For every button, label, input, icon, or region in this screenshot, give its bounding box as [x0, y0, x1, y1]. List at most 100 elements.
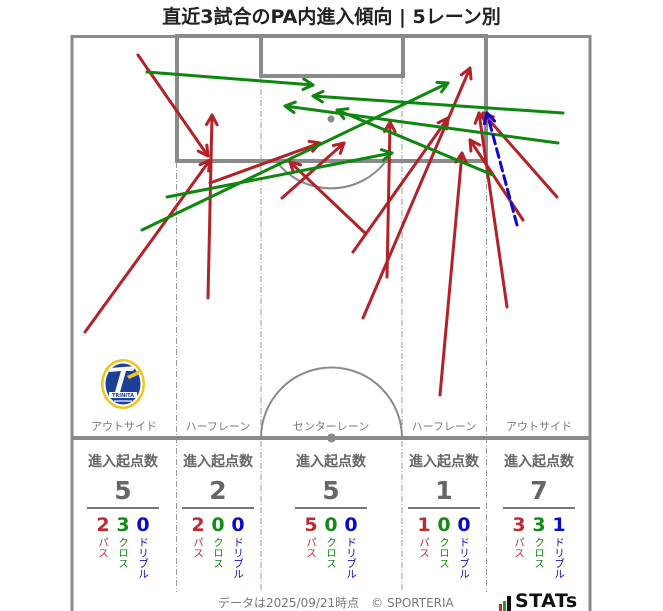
logo-bar-icon — [507, 596, 511, 611]
center-circle — [260, 366, 403, 439]
pass-count-value: 3 — [512, 514, 526, 536]
stat-total: 5 — [114, 476, 132, 505]
cross-arrow — [283, 100, 560, 145]
stat-breakdown: 2 パス 3 クロス 0 ドリブル — [68, 514, 178, 579]
dribble-count-value: 0 — [457, 514, 471, 536]
lane-label-half-left: ハーフレーン — [185, 420, 251, 433]
stat-heading: 進入起点数 — [504, 454, 574, 470]
dribble-count: 0 ドリブル — [341, 514, 361, 579]
pass-count-value: 2 — [191, 514, 205, 536]
arrowhead-icon — [205, 113, 219, 127]
dribble-count-value: 0 — [344, 514, 358, 536]
cross-arrow — [165, 148, 394, 199]
dribble-count-value: 1 — [552, 514, 566, 536]
dribble-count: 1 ドリブル — [549, 514, 569, 579]
stat-heading: 進入起点数 — [409, 454, 479, 470]
chart-title: 直近3試合のPA内進入傾向 | 5レーン別 — [162, 6, 501, 28]
arrowhead-icon — [335, 107, 350, 121]
pass-arrow — [473, 111, 509, 309]
stat-heading: 進入起点数 — [183, 454, 253, 470]
stat-total: 1 — [435, 476, 453, 505]
pass-arrow — [481, 111, 559, 199]
cross-arrow — [335, 107, 495, 177]
stat-divider — [87, 507, 159, 509]
arrowhead-icon — [196, 143, 210, 158]
data-date-note: データは2025/09/21時点 © SPORTERIA — [218, 596, 454, 610]
logo-bar-icon — [503, 601, 506, 611]
dribble-count: 0 ドリブル — [228, 514, 248, 579]
club-crest-icon: TRINITA — [101, 359, 145, 409]
cross-count-value: 0 — [324, 514, 338, 536]
cross-count: 0 クロス — [434, 514, 454, 579]
pass-arrow — [438, 151, 468, 397]
arrowhead-icon — [482, 111, 497, 126]
cross-label: クロス — [325, 537, 337, 569]
pass-arrow — [383, 120, 397, 279]
cross-label: クロス — [533, 537, 545, 569]
crest-text: TRINITA — [112, 393, 134, 399]
dribble-count: 0 ドリブル — [133, 514, 153, 579]
pass-count: 2 パス — [188, 514, 208, 579]
cross-arrow — [140, 80, 450, 232]
stat-divider — [182, 507, 254, 509]
stat-breakdown: 2 パス 0 クロス 0 ドリブル — [163, 514, 273, 579]
dribble-arrow — [482, 111, 519, 227]
cross-arrow — [311, 89, 565, 115]
lane-label-half-right: ハーフレーン — [411, 420, 477, 433]
cross-label: クロス — [212, 537, 224, 569]
stats-logo: STATs — [499, 591, 578, 611]
logo-bar-icon — [499, 604, 502, 611]
pass-count-value: 1 — [417, 514, 431, 536]
arrowhead-icon — [331, 141, 346, 155]
dribble-label: ドリブル — [553, 537, 565, 579]
stat-breakdown: 1 パス 0 クロス 0 ドリブル — [389, 514, 499, 579]
stat-total: 5 — [322, 476, 340, 505]
arrowhead-icon — [283, 100, 297, 114]
dribble-count-value: 0 — [231, 514, 245, 536]
pass-count: 1 パス — [414, 514, 434, 579]
stat-divider — [408, 507, 480, 509]
dribble-label: ドリブル — [345, 537, 357, 579]
lane-stat-half-left: 進入起点数 2 2 パス 0 クロス 0 ドリブル — [163, 452, 273, 579]
center-spot — [327, 433, 336, 443]
lane-stat-center: 進入起点数 5 5 パス 0 クロス 0 ドリブル — [276, 452, 386, 579]
stat-total: 2 — [209, 476, 227, 505]
stat-divider — [503, 507, 575, 509]
pass-label: パス — [97, 537, 109, 558]
pitch-markings — [70, 34, 592, 611]
stat-breakdown: 3 パス 3 クロス 1 ドリブル — [484, 514, 594, 579]
pass-arrow — [361, 66, 473, 320]
arrowhead-icon — [288, 160, 303, 174]
dribble-label: ドリブル — [137, 537, 149, 579]
arrow-layer — [83, 53, 565, 397]
cross-count-value: 0 — [211, 514, 225, 536]
cross-count-value: 3 — [532, 514, 546, 536]
cross-label: クロス — [438, 537, 450, 569]
pass-count: 5 パス — [301, 514, 321, 579]
stat-breakdown: 5 パス 0 クロス 0 ドリブル — [276, 514, 386, 579]
cross-count-value: 3 — [116, 514, 130, 536]
pass-arrow — [468, 138, 525, 222]
pass-count-value: 5 — [304, 514, 318, 536]
pass-count: 3 パス — [509, 514, 529, 579]
stat-heading: 進入起点数 — [88, 454, 158, 470]
lane-label-outside-left: アウトサイド — [91, 420, 157, 433]
dribble-count-value: 0 — [136, 514, 150, 536]
stats-brand-text: STATs — [515, 590, 578, 611]
cross-count: 0 クロス — [208, 514, 228, 579]
stat-heading: 進入起点数 — [296, 454, 366, 470]
lane-stat-outside-right: 進入起点数 7 3 パス 3 クロス 1 ドリブル — [484, 452, 594, 579]
cross-count: 3 クロス — [529, 514, 549, 579]
arrowhead-icon — [301, 77, 315, 91]
lane-stat-outside-left: 進入起点数 5 2 パス 3 クロス 0 ドリブル — [68, 452, 178, 579]
pass-arrow — [136, 53, 210, 158]
pass-arrow — [83, 158, 212, 334]
pass-label: パス — [305, 537, 317, 558]
goal-area — [259, 34, 405, 78]
pass-arrow — [205, 113, 219, 300]
cross-count: 3 クロス — [113, 514, 133, 579]
stat-total: 7 — [530, 476, 548, 505]
stat-divider — [295, 507, 367, 509]
